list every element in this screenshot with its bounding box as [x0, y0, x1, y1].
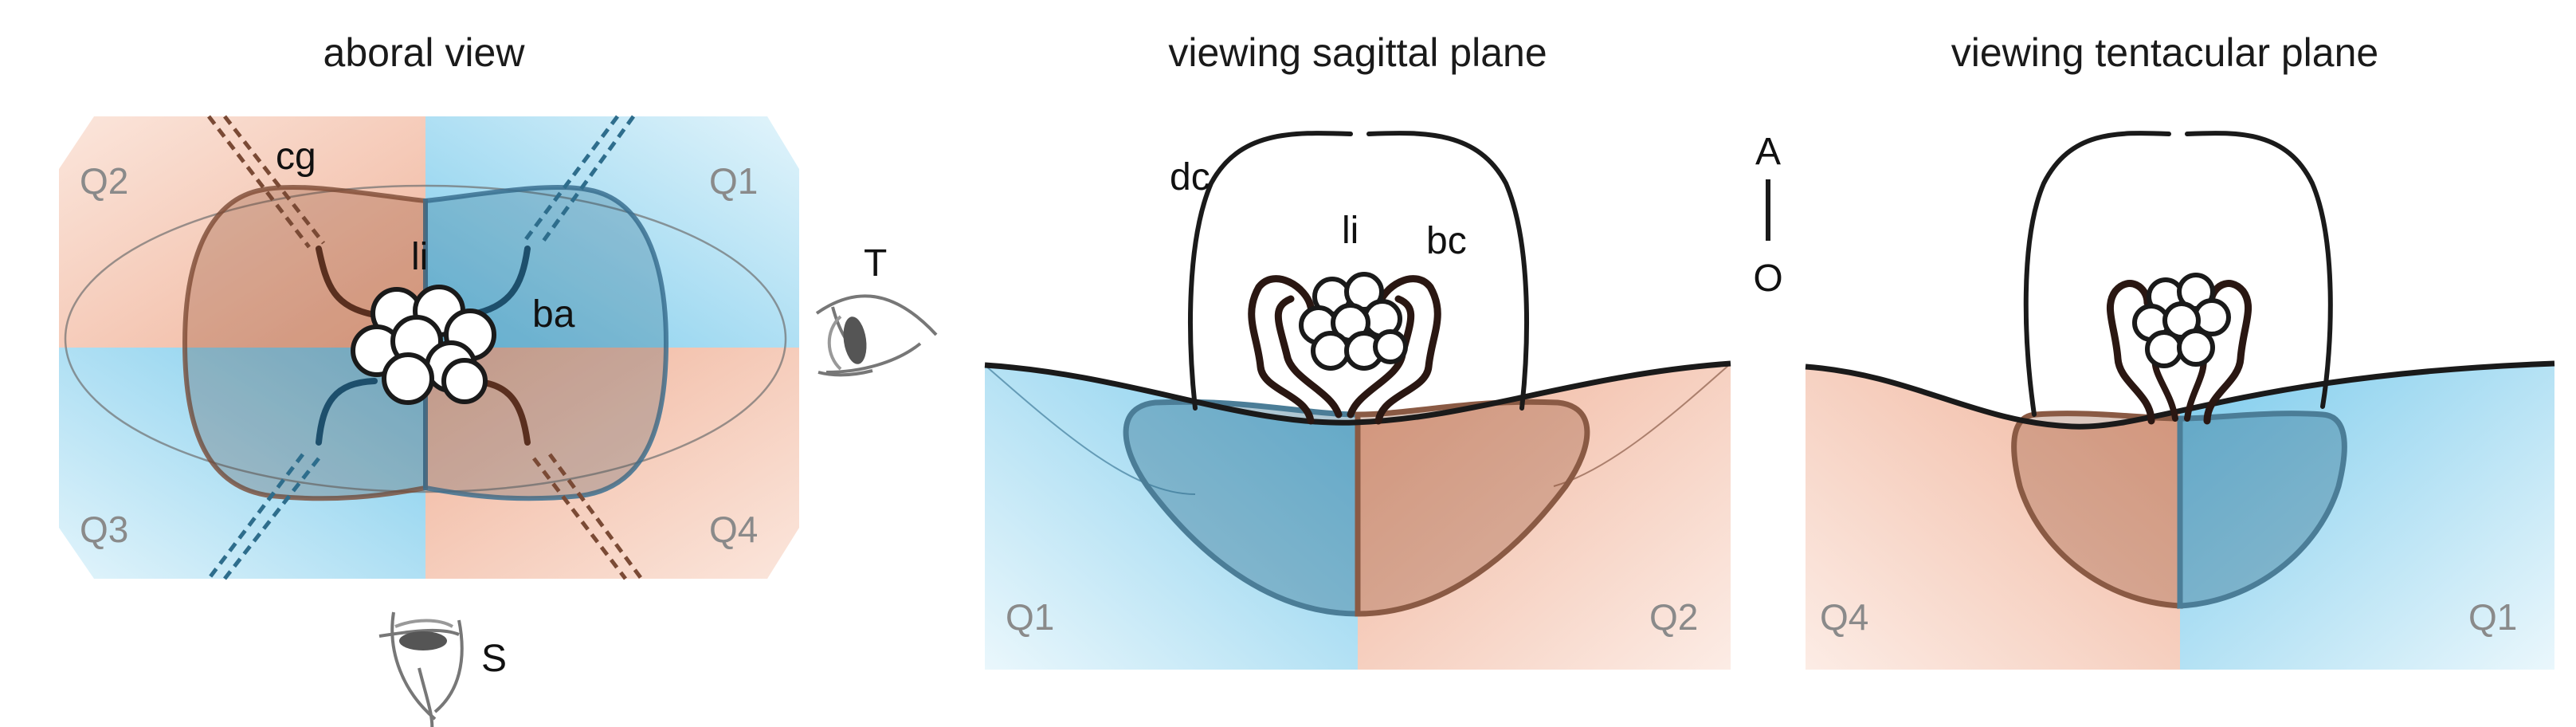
sagittal-body-line-left [985, 364, 1196, 495]
ciliary-grooves [207, 115, 644, 580]
groove-q1-b [539, 115, 636, 245]
region-tint-q2 [185, 187, 425, 348]
sagittal-q2-label: Q2 [1649, 596, 1698, 638]
eye-icon-sagittal [378, 611, 464, 727]
lithocyte [2177, 328, 2215, 367]
balancer-side-left-inner [1274, 295, 1343, 419]
ciliary-groove-label: cg [276, 136, 316, 178]
groove-q4-a [532, 457, 627, 580]
aboral-axis-label: A [1755, 131, 1781, 173]
sagittal-floor-q1 [1123, 399, 1361, 617]
lithocyte [1373, 329, 1408, 364]
groove-q2-b [223, 115, 325, 245]
groove-q3-a [207, 453, 304, 580]
quadrant-q1-fill [425, 116, 799, 348]
aboral-view-title: aboral view [323, 30, 526, 75]
aboral-q4-label: Q4 [709, 509, 758, 550]
lithocyte [2145, 330, 2183, 368]
aboral-q2-label: Q2 [80, 160, 128, 202]
quadrant-q3-fill [59, 348, 425, 579]
lithocyte [1311, 331, 1351, 371]
sagittal-lithocyte-label: li [1342, 210, 1359, 252]
tentacular-title: viewing tentacular plane [1951, 30, 2378, 75]
statocyst-region-left [182, 184, 428, 501]
body-ellipse [64, 184, 787, 493]
groove-q2-a [207, 115, 311, 249]
groove-q4-b [547, 453, 644, 580]
tentacular-lithocyte-cluster [2132, 273, 2231, 368]
tentacular-dome-cover [2023, 131, 2333, 417]
oral-axis-label: O [1753, 257, 1782, 300]
oral-aboral-axis: A O [1753, 131, 1782, 300]
dome-cover [1188, 131, 1529, 411]
groove-q3-b [223, 457, 320, 580]
balancer-cilia-label: bc [1426, 220, 1467, 262]
sagittal-q1-label: Q1 [1006, 596, 1054, 638]
eye-icon-tentacular [815, 294, 938, 377]
statocyst-region-right [423, 184, 669, 501]
aboral-q3-label: Q3 [80, 509, 128, 550]
groove-q1-a [523, 115, 620, 241]
lithocyte [441, 358, 488, 404]
tentacular-floor-q4 [2011, 411, 2183, 609]
balancer-q3 [316, 378, 378, 446]
tentacular-view-label: T [864, 242, 887, 285]
sagittal-title: viewing sagittal plane [1168, 30, 1547, 75]
tentacular-panel: viewing tentacular plane Q4 Q1 [1805, 30, 2555, 670]
sagittal-floor-q2 [1355, 399, 1590, 617]
tentacular-floor-q1 [2177, 411, 2347, 609]
lithocyte-cluster [351, 285, 496, 405]
lithocyte [382, 352, 434, 405]
balancer-q2 [316, 246, 378, 318]
dome-cilia-label: dc [1170, 156, 1210, 198]
tentacular-surface-line [1805, 360, 2555, 430]
balancer-side-left [1248, 275, 1315, 425]
aboral-view-panel: aboral view [59, 30, 938, 727]
tentacular-balancer-left [2106, 280, 2155, 425]
sagittal-surface-line [984, 360, 1731, 426]
sagittal-lithocyte-cluster [1299, 272, 1408, 371]
sagittal-panel: viewing sagittal plane [984, 30, 1731, 670]
tentacular-q4-label: Q4 [1820, 596, 1868, 638]
balancer-side-right [1374, 275, 1441, 425]
lithocyte-label: li [411, 236, 428, 278]
aboral-q1-label: Q1 [709, 160, 758, 202]
balancer-label: ba [532, 293, 575, 336]
tentacular-q1-label: Q1 [2468, 596, 2517, 638]
tentacular-balancer-right [2203, 280, 2253, 425]
sagittal-view-label: S [481, 638, 507, 680]
region-tint-q3 [185, 348, 425, 499]
sagittal-body-line-right [1553, 364, 1731, 487]
